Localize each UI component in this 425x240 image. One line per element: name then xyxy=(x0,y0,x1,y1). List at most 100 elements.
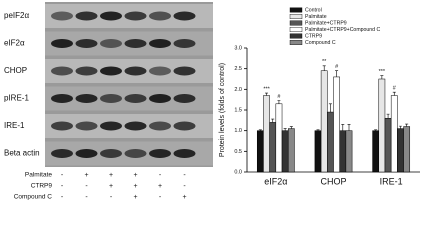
blot-band xyxy=(149,121,171,131)
blot-band xyxy=(124,66,147,76)
blot-band xyxy=(100,121,122,131)
treatment-sign: - xyxy=(159,194,162,201)
bar xyxy=(327,111,334,173)
figure: peIF2α eIF2α CHOP pIRE-1 IRE-1 Beta actin Palm… xyxy=(4,2,420,201)
error-bar xyxy=(316,129,320,131)
treatment-sign: - xyxy=(159,172,162,179)
blot-label: eIF2α xyxy=(4,39,25,48)
treatment-sign: - xyxy=(183,183,186,190)
error-bar xyxy=(380,75,384,79)
y-tick-label: 1.5 xyxy=(234,107,242,113)
legend-swatch xyxy=(289,40,303,46)
blot-band xyxy=(124,11,147,21)
blot-band xyxy=(51,121,73,131)
error-bar xyxy=(335,70,339,77)
treatment-sign: - xyxy=(61,172,64,179)
bar xyxy=(256,130,264,173)
blot-band xyxy=(173,11,196,21)
treatment-sign: + xyxy=(133,172,137,179)
legend-label: Compound C xyxy=(305,40,336,46)
significance-marker: # xyxy=(393,86,397,92)
error-bar xyxy=(265,92,269,96)
blot-band xyxy=(149,11,171,21)
treatment-sign: - xyxy=(110,194,113,201)
treatment-sign: - xyxy=(61,183,64,190)
blot-band xyxy=(100,149,122,158)
x-tick-label: eIF2α xyxy=(264,176,287,186)
y-tick-label: 2.5 xyxy=(234,66,242,72)
bar xyxy=(378,78,386,173)
y-tick-label: 3.0 xyxy=(234,45,242,51)
blot-band xyxy=(149,94,171,103)
significance-marker: # xyxy=(335,64,339,70)
error-bar xyxy=(392,91,396,96)
error-bar xyxy=(405,123,409,127)
legend-swatch xyxy=(289,27,303,33)
blot-band xyxy=(51,66,73,76)
blot-band xyxy=(173,39,196,48)
blot-band xyxy=(75,121,98,131)
blot-background xyxy=(45,2,213,167)
legend-label: Palmitate xyxy=(305,14,327,20)
error-bar xyxy=(328,103,332,113)
treatment-sign: - xyxy=(61,194,64,201)
blot-label: Beta actin xyxy=(4,149,40,158)
blot-band xyxy=(75,39,98,48)
blot-band xyxy=(75,66,98,76)
blot-band xyxy=(100,11,122,21)
blot-label: IRE-1 xyxy=(4,121,25,130)
bar xyxy=(275,103,283,173)
legend-swatch xyxy=(289,7,303,13)
error-bar xyxy=(347,124,351,131)
treatment-label: CTRP9 xyxy=(31,183,53,190)
legend-label: Palmitate+CTRP9+Compound C xyxy=(305,27,381,33)
treatment-sign: + xyxy=(84,172,88,179)
blot-label: pIRE-1 xyxy=(4,94,29,103)
legend-label: CTRP9 xyxy=(305,33,322,39)
legend-label: Control xyxy=(305,7,322,13)
bar xyxy=(287,128,295,173)
blot-band xyxy=(75,149,98,158)
treatment-sign: - xyxy=(85,183,88,190)
y-tick-label: 2.0 xyxy=(234,87,242,93)
blot-band xyxy=(173,66,196,76)
blot-band xyxy=(100,39,122,48)
bar xyxy=(333,76,340,173)
treatment-sign: - xyxy=(85,194,88,201)
blot-band xyxy=(124,121,147,131)
y-axis-label: Protein levels (folds of control) xyxy=(219,63,226,157)
blot-band xyxy=(124,94,147,103)
error-bar xyxy=(271,118,275,123)
blot-label: peIF2α xyxy=(4,11,29,20)
treatment-sign: + xyxy=(109,183,113,190)
treatment-sign: + xyxy=(158,183,162,190)
blot-band xyxy=(100,66,122,76)
treatment-sign: + xyxy=(109,172,113,179)
treatment-sign: - xyxy=(183,172,186,179)
blot-band xyxy=(173,149,196,158)
significance-marker: # xyxy=(277,94,281,100)
y-tick-label: 1.0 xyxy=(234,128,242,134)
error-bar xyxy=(277,100,281,104)
y-tick-label: 0.5 xyxy=(234,149,242,155)
error-bar xyxy=(398,125,402,129)
bar xyxy=(339,130,347,173)
bar xyxy=(320,70,328,173)
treatment-sign: + xyxy=(133,194,137,201)
error-bar xyxy=(322,65,326,71)
blot-band xyxy=(173,121,196,131)
error-bar xyxy=(374,129,378,131)
blot-label: CHOP xyxy=(4,66,27,75)
blot-band xyxy=(149,39,171,48)
bar xyxy=(390,95,398,173)
error-bar xyxy=(258,129,262,131)
bar xyxy=(397,128,404,173)
significance-marker: *** xyxy=(379,69,386,75)
blot-band xyxy=(51,39,73,48)
bar xyxy=(403,126,411,173)
blot-band xyxy=(149,66,171,76)
treatment-label: Palmitate xyxy=(25,172,52,179)
x-tick-label: CHOP xyxy=(320,176,346,186)
blot-band xyxy=(75,11,98,21)
bar xyxy=(314,130,322,173)
